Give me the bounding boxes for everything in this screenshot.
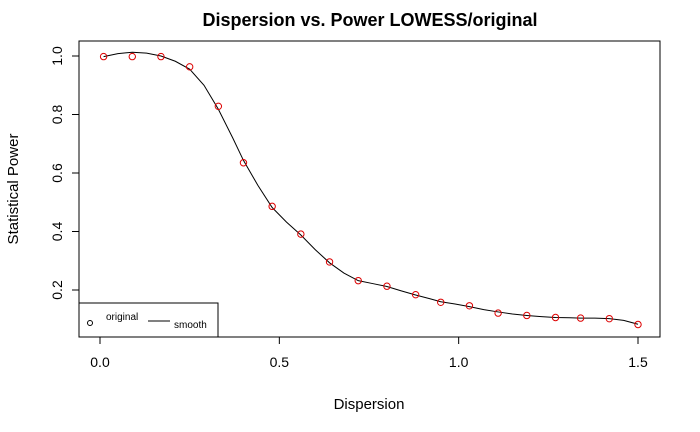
- original-point: [411, 290, 420, 299]
- original-point: [605, 314, 614, 323]
- original-point: [576, 314, 585, 322]
- original-point: [325, 258, 334, 266]
- x-tick-label: 1.5: [628, 354, 648, 370]
- original-point: [523, 311, 531, 320]
- y-tick-label: 0.6: [49, 163, 65, 183]
- y-axis: 0.2 0.4 0.6 0.8 1.0: [49, 46, 80, 300]
- x-tick-label: 1.0: [449, 354, 469, 370]
- x-tick-label: 0.5: [270, 354, 290, 370]
- original-point: [157, 52, 165, 61]
- legend-smooth-label: smooth: [174, 320, 207, 331]
- series-original: [99, 52, 642, 329]
- original-point: [185, 63, 194, 71]
- original-point: [268, 202, 276, 211]
- original-point: [383, 282, 391, 290]
- y-axis-label: Statistical Power: [5, 134, 22, 245]
- original-point: [494, 309, 502, 317]
- legend-original-label: original: [106, 312, 138, 323]
- y-tick-label: 1.0: [49, 46, 65, 66]
- original-point: [297, 230, 305, 238]
- original-point: [437, 298, 445, 306]
- legend-original-marker: [87, 320, 93, 326]
- y-tick-label: 0.4: [49, 222, 65, 242]
- legend-box: [78, 302, 219, 338]
- chart-title: Dispersion vs. Power LOWESS/original: [202, 10, 537, 30]
- original-point: [214, 102, 223, 111]
- original-point: [465, 302, 474, 310]
- original-point: [551, 313, 560, 322]
- x-tick-label: 0.0: [90, 354, 110, 370]
- y-tick-label: 0.8: [49, 105, 65, 125]
- smooth-line: [103, 51, 639, 325]
- original-point: [128, 52, 136, 61]
- x-axis-label: Dispersion: [334, 396, 405, 413]
- original-point: [634, 320, 642, 329]
- x-axis: 0.0 0.5 1.0 1.5: [90, 336, 648, 370]
- legend: original smooth: [78, 302, 219, 338]
- series-smooth: [103, 51, 639, 325]
- original-point: [99, 52, 108, 61]
- original-point: [354, 276, 362, 285]
- y-tick-label: 0.2: [49, 280, 65, 300]
- original-point: [239, 159, 248, 167]
- plot-area-frame: [78, 40, 661, 338]
